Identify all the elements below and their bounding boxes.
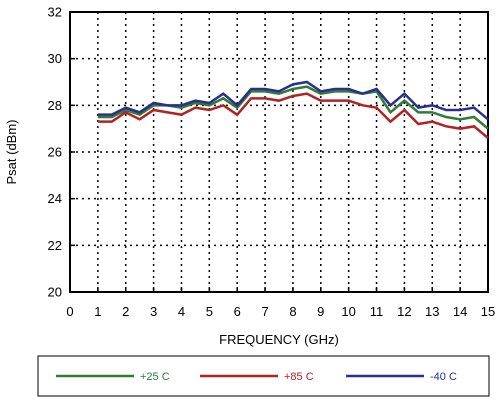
- x-tick-label: 10: [341, 304, 355, 319]
- x-tick-label: 5: [206, 304, 213, 319]
- x-tick-label: 15: [481, 304, 495, 319]
- x-tick-label: 12: [397, 304, 411, 319]
- y-tick-label: 22: [48, 238, 62, 253]
- x-tick-label: 11: [370, 304, 384, 319]
- x-tick-label: 0: [66, 304, 73, 319]
- legend: +25 C +85 C -40 C: [37, 355, 490, 397]
- legend-label-2: -40 C: [430, 371, 457, 383]
- x-tick-label: 8: [289, 304, 296, 319]
- x-tick-label: 6: [234, 304, 241, 319]
- y-tick-label: 28: [48, 98, 62, 113]
- series-group: [97, 80, 489, 139]
- y-axis: 20 22 24 26 28 30 32: [48, 5, 75, 300]
- x-tick-label: 13: [425, 304, 439, 319]
- x-axis: 0 1 2 3 4 5 6 7 8 9 10 11 12 13 14 15: [66, 287, 495, 319]
- x-tick-label: 1: [94, 304, 101, 319]
- y-tick-label: 32: [48, 5, 62, 20]
- x-tick-label: 14: [453, 304, 467, 319]
- x-tick-label: 7: [261, 304, 268, 319]
- x-tick-label: 3: [150, 304, 157, 319]
- x-axis-label: FREQUENCY (GHz): [219, 332, 339, 347]
- y-tick-label: 26: [48, 145, 62, 160]
- series-line-2: [97, 80, 489, 121]
- y-tick-label: 24: [48, 191, 62, 206]
- y-tick-label: 30: [48, 51, 62, 66]
- series-line-1: [97, 92, 489, 139]
- x-tick-label: 9: [317, 304, 324, 319]
- x-tick-label: 4: [178, 304, 185, 319]
- legend-label-1: +85 C: [284, 371, 314, 383]
- y-tick-label: 20: [48, 285, 62, 300]
- x-tick-label: 2: [122, 304, 129, 319]
- grid: [70, 12, 488, 292]
- legend-label-0: +25 C: [140, 371, 170, 383]
- y-axis-label: Psat (dBm): [4, 119, 19, 184]
